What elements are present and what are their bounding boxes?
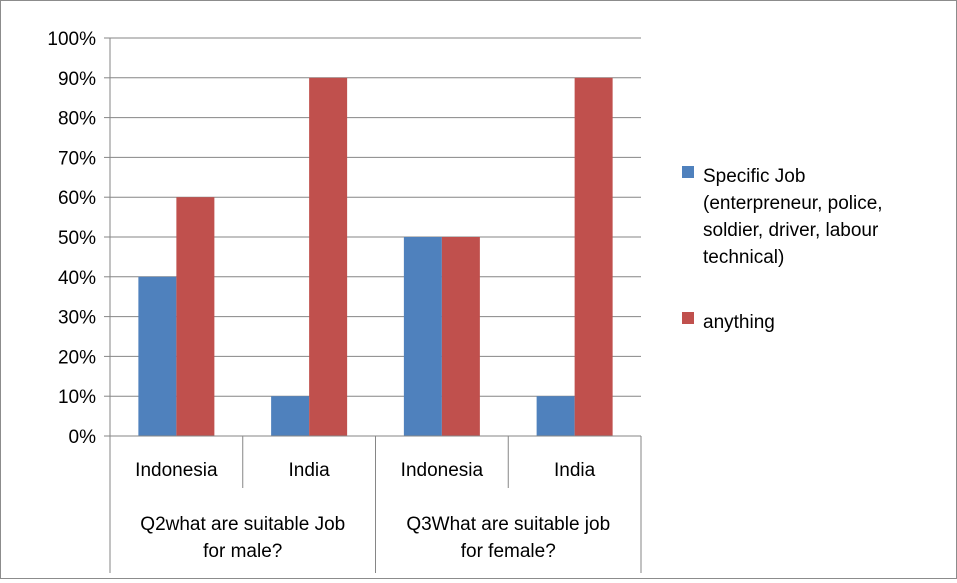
y-tick-label: 70% [58,148,96,169]
y-tick-label: 0% [69,427,97,448]
x-category-label: Indonesia [135,460,218,481]
x-group-label: for male? [203,541,282,562]
bar-series1-2 [271,396,310,436]
y-tick-label: 100% [47,29,96,50]
legend-label: Specific Job [703,166,805,187]
bar-series2-2 [309,77,348,437]
bar-series2-1 [176,197,215,436]
x-category-label: India [289,460,331,481]
y-tick-label: 50% [58,228,96,249]
x-group-label: Q2what are suitable Job [140,514,345,535]
bar-series1-3 [403,237,442,436]
x-category-label: Indonesia [401,460,484,481]
y-tick-label: 90% [58,69,96,90]
x-category-label: India [554,460,596,481]
legend-label: technical) [703,247,784,268]
y-tick-label: 80% [58,109,96,130]
legend-swatch-series2 [682,312,694,324]
y-tick-label: 40% [58,268,96,289]
bar-series2-3 [441,237,480,436]
bar-series2-4 [574,77,613,437]
x-group-label: Q3What are suitable job [406,514,610,535]
y-tick-label: 30% [58,308,96,329]
legend-label: soldier, driver, labour [703,220,879,241]
legend-label: anything [703,312,775,333]
x-group-label: for female? [461,541,556,562]
bar-series1-4 [536,396,575,436]
bar-series1-1 [138,276,177,436]
y-tick-label: 20% [58,347,96,368]
legend-swatch-series1 [682,166,694,178]
legend-label: (enterpreneur, police, [703,193,883,214]
y-tick-label: 60% [58,188,96,209]
y-tick-label: 10% [58,387,96,408]
